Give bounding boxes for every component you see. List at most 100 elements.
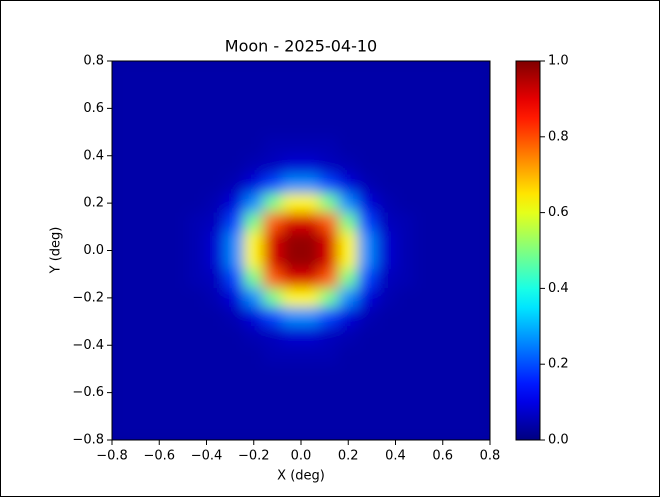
heatmap-cell: [338, 363, 358, 384]
heatmap-cell: [262, 231, 283, 251]
heatmap-cell: [300, 155, 321, 175]
x-tick-label: 0.2: [338, 449, 359, 464]
heatmap-cell: [319, 174, 340, 194]
heatmap-cell: [357, 193, 377, 213]
heatmap-cell: [395, 117, 415, 138]
heatmap-cell: [300, 269, 321, 289]
heatmap-cell: [244, 231, 264, 251]
heatmap-cell: [130, 79, 151, 100]
heatmap-cell: [112, 363, 132, 384]
heatmap-cell: [338, 98, 358, 119]
heatmap-cell: [244, 61, 264, 81]
heatmap-cell: [414, 79, 434, 100]
heatmap-cell: [112, 401, 132, 422]
heatmap-cell: [376, 307, 396, 327]
heatmap-cell: [395, 61, 415, 81]
chart-title: Moon - 2025-04-10: [225, 37, 377, 56]
y-tick-label: 0.0: [83, 243, 104, 258]
heatmap-cell: [470, 136, 490, 157]
heatmap-cell: [149, 212, 169, 232]
heatmap-cell: [433, 326, 453, 346]
heatmap-cell: [357, 174, 377, 194]
heatmap-cell: [376, 363, 396, 384]
heatmap-cell: [112, 155, 132, 175]
heatmap-cell: [225, 382, 245, 403]
heatmap-cell: [112, 98, 132, 119]
heatmap-cell: [149, 401, 169, 422]
heatmap-cell: [470, 401, 490, 422]
heatmap-cell: [168, 326, 188, 346]
heatmap-cell: [281, 193, 302, 213]
heatmap-cell: [112, 420, 132, 440]
heatmap-cell: [433, 288, 453, 308]
heatmap-cell: [281, 344, 302, 365]
heatmap-cell: [319, 344, 340, 365]
heatmap-cell: [300, 98, 321, 119]
heatmap-cell: [300, 250, 321, 270]
heatmap-cell: [168, 401, 188, 422]
heatmap-cell: [319, 382, 340, 403]
heatmap-cell: [206, 269, 226, 289]
heatmap-cell: [357, 382, 377, 403]
heatmap-cell: [357, 288, 377, 308]
heatmap-cell: [319, 401, 340, 422]
heatmap-cell: [414, 98, 434, 119]
heatmap-cell: [319, 288, 340, 308]
heatmap-cell: [225, 98, 245, 119]
heatmap-cell: [187, 363, 207, 384]
heatmap-cell: [338, 288, 358, 308]
heatmap-cell: [225, 212, 245, 232]
heatmap-cell: [433, 231, 453, 251]
heatmap-cell: [357, 212, 377, 232]
heatmap-cell: [357, 231, 377, 251]
heatmap-cell: [433, 269, 453, 289]
heatmap-cell: [300, 363, 321, 384]
heatmap-cell: [338, 250, 358, 270]
heatmap-cell: [206, 212, 226, 232]
heatmap-cell: [414, 288, 434, 308]
heatmap-cell: [470, 98, 490, 119]
y-tick-label: −0.6: [72, 385, 104, 400]
heatmap-cell: [338, 231, 358, 251]
heatmap-cell: [451, 212, 472, 232]
heatmap-cell: [376, 344, 396, 365]
y-tick-label: −0.2: [72, 290, 104, 305]
heatmap-cell: [338, 117, 358, 138]
heatmap-cell: [470, 420, 490, 440]
heatmap-cell: [281, 79, 302, 100]
heatmap-cell: [187, 307, 207, 327]
heatmap-cell: [470, 79, 490, 100]
heatmap-cell: [262, 420, 283, 440]
heatmap-cell: [225, 269, 245, 289]
heatmap-cell: [281, 231, 302, 251]
heatmap-cell: [376, 79, 396, 100]
heatmap-cell: [168, 363, 188, 384]
heatmap-cell: [319, 420, 340, 440]
heatmap-cell: [206, 401, 226, 422]
heatmap-cell: [130, 231, 151, 251]
heatmap-cell: [338, 344, 358, 365]
heatmap-cell: [338, 382, 358, 403]
heatmap-cell: [206, 288, 226, 308]
heatmap-cell: [130, 98, 151, 119]
heatmap-cell: [187, 231, 207, 251]
heatmap-cell: [206, 344, 226, 365]
heatmap-cell: [262, 61, 283, 81]
heatmap-cell: [281, 136, 302, 157]
heatmap-cell: [357, 117, 377, 138]
heatmap-cell: [187, 79, 207, 100]
heatmap-cell: [130, 269, 151, 289]
y-tick-label: −0.8: [72, 433, 104, 448]
heatmap-cell: [338, 307, 358, 327]
heatmap-cell: [168, 288, 188, 308]
heatmap-cell: [319, 117, 340, 138]
heatmap-cell: [451, 98, 472, 119]
heatmap-cell: [433, 401, 453, 422]
heatmap-cell: [130, 155, 151, 175]
heatmap-cell: [433, 98, 453, 119]
heatmap-cell: [395, 212, 415, 232]
heatmap-cell: [112, 269, 132, 289]
heatmap-cell: [376, 98, 396, 119]
heatmap-cell: [187, 269, 207, 289]
heatmap-cell: [451, 344, 472, 365]
